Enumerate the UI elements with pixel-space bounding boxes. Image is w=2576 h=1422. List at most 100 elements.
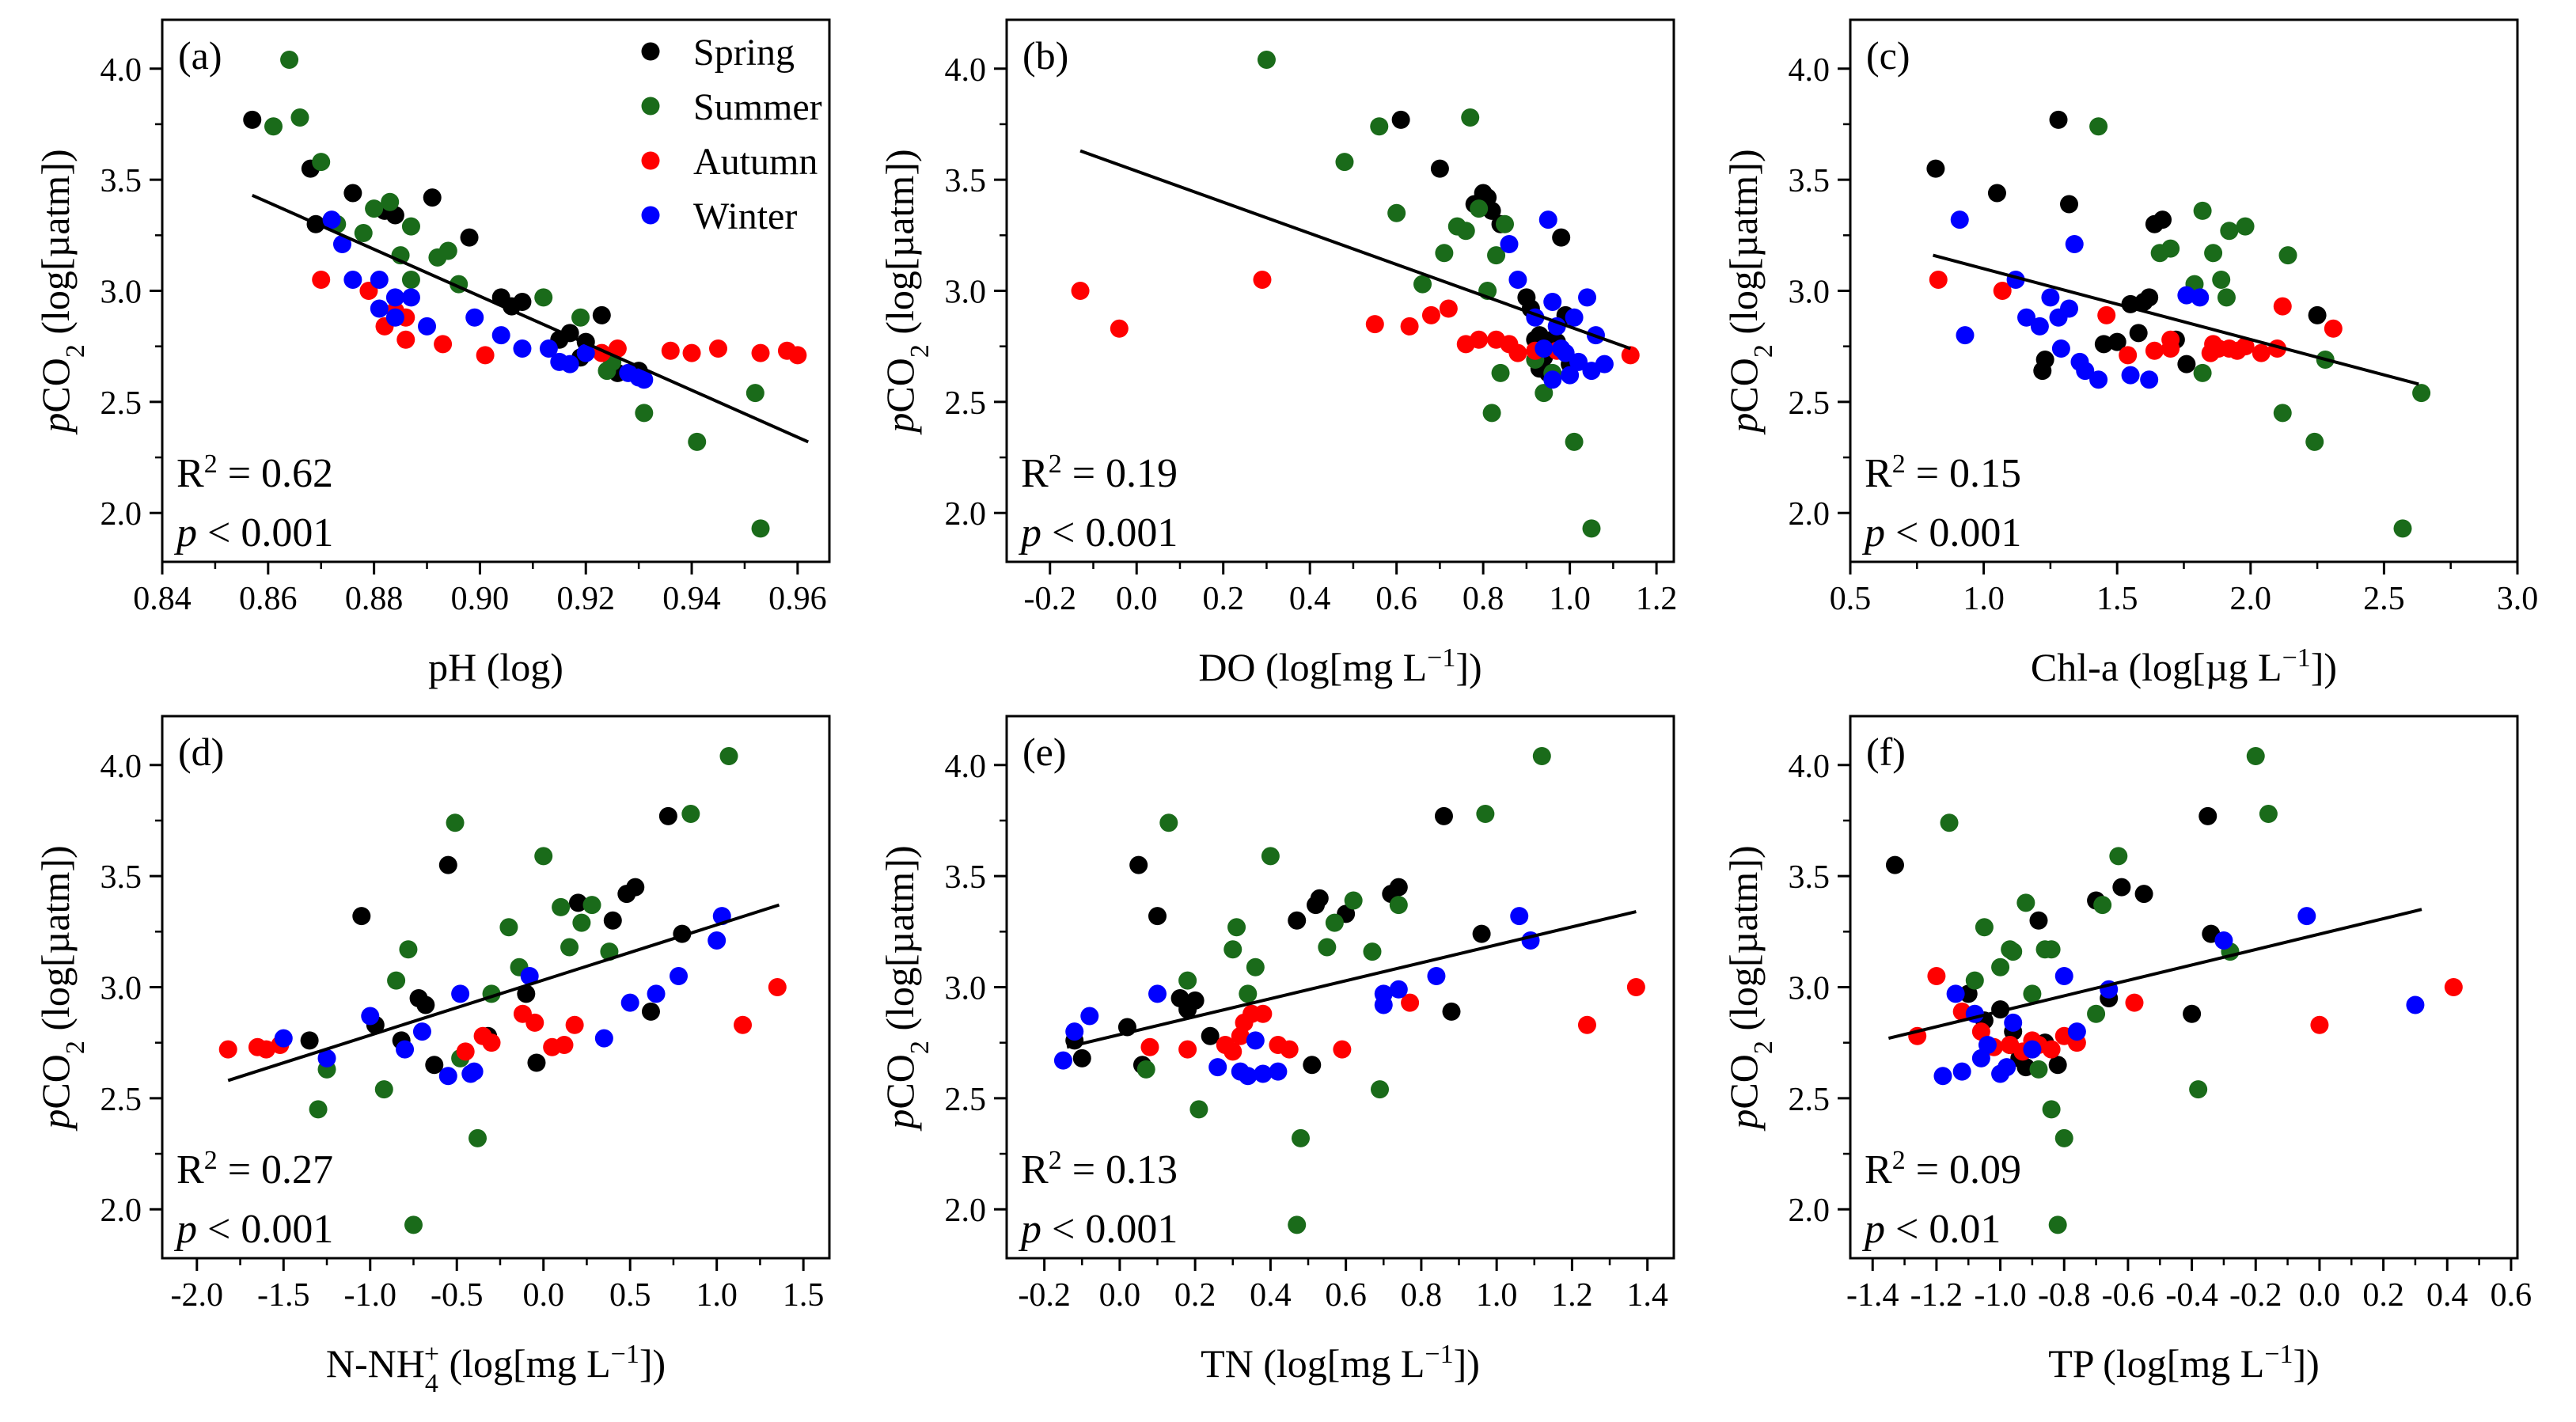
data-point-summer <box>1288 1215 1307 1234</box>
data-point-summer <box>2236 217 2255 236</box>
data-point-winter <box>2004 1013 2023 1032</box>
x-tick-label: 0.94 <box>662 581 721 617</box>
data-point-winter <box>1535 339 1554 358</box>
x-tick-label: 0.8 <box>1463 581 1504 617</box>
x-tick-label: 0.2 <box>1174 1277 1216 1314</box>
data-point-spring <box>2029 911 2048 930</box>
data-point-winter <box>412 1022 431 1041</box>
y-tick-label: 2.0 <box>101 496 142 533</box>
data-point-winter <box>2121 366 2140 385</box>
data-point-winter <box>361 1007 380 1026</box>
data-point-winter <box>1569 352 1588 371</box>
panel-label: (a) <box>178 33 222 78</box>
panel-a: 0.84 0.86 0.88 0.90 0.92 0.94 0.96 2.0 2.5 3.0 3.5… <box>33 18 831 689</box>
y-tick-label: 2.0 <box>1789 1193 1831 1229</box>
data-point-spring <box>343 184 362 203</box>
data-point-spring <box>2112 878 2131 897</box>
series-winter <box>274 907 731 1086</box>
r-squared-label: R2 = 0.09 <box>1865 1146 2021 1193</box>
x-tick-label: 0.2 <box>1202 581 1244 617</box>
data-point-spring <box>1389 878 1408 897</box>
legend-marker-spring <box>641 42 660 61</box>
x-tick-label: -0.8 <box>2038 1277 2091 1314</box>
data-point-winter <box>1578 288 1597 307</box>
regression-line <box>1887 908 2422 1041</box>
data-point-autumn <box>396 330 415 349</box>
x-tick-label: 1.0 <box>1476 1277 1518 1314</box>
data-point-spring <box>2060 195 2079 214</box>
data-point-autumn <box>476 346 495 365</box>
data-point-winter <box>1065 1022 1084 1041</box>
data-point-winter <box>1538 210 1557 229</box>
data-point-summer <box>1476 805 1495 824</box>
x-tick-label: -1.0 <box>344 1277 397 1314</box>
x-tick-label: 1.0 <box>1549 581 1591 617</box>
data-point-winter <box>1561 366 1580 385</box>
data-point-spring <box>460 228 479 247</box>
data-point-autumn <box>2204 335 2223 354</box>
data-point-autumn <box>2236 337 2255 356</box>
data-point-summer <box>1491 363 1510 382</box>
data-point-summer <box>401 217 420 236</box>
r-squared-label: R2 = 0.27 <box>176 1146 333 1193</box>
x-tick-label: 2.5 <box>2363 581 2405 617</box>
data-point-summer <box>2273 404 2292 423</box>
data-point-winter <box>1246 1031 1265 1050</box>
data-point-summer <box>381 192 400 211</box>
y-tick-label: 4.0 <box>945 52 987 89</box>
x-tick-label: 3.0 <box>2497 581 2539 617</box>
y-tick-label: 3.0 <box>945 275 987 311</box>
x-tick-label: -0.2 <box>1018 1277 1071 1314</box>
data-point-autumn <box>682 343 701 362</box>
series-summer <box>1257 51 1601 538</box>
data-point-summer <box>2023 984 2042 1003</box>
data-point-summer <box>1371 1080 1390 1099</box>
data-point-summer <box>2054 1128 2073 1147</box>
x-axis-title: Chl-a (log[µg L−1]) <box>2031 643 2337 690</box>
legend-label-summer: Summer <box>693 86 822 128</box>
data-point-autumn <box>1110 319 1129 338</box>
data-point-summer <box>560 938 579 957</box>
data-point-summer <box>635 404 654 423</box>
data-point-winter <box>2041 288 2060 307</box>
data-point-spring <box>2183 1004 2202 1023</box>
data-point-winter <box>708 931 727 950</box>
regression-line <box>1933 253 2419 386</box>
x-tick-label: -1.4 <box>1846 1277 1899 1314</box>
x-tick-label: 0.90 <box>451 581 510 617</box>
data-point-spring <box>592 305 611 324</box>
data-point-winter <box>2017 308 2036 327</box>
data-point-winter <box>370 299 389 318</box>
data-point-summer <box>2161 239 2180 258</box>
data-point-summer <box>2220 222 2239 241</box>
y-tick-label: 2.5 <box>945 385 987 422</box>
data-point-winter <box>520 966 539 985</box>
data-point-summer <box>1325 913 1344 932</box>
data-point-winter <box>1374 995 1393 1014</box>
regression-line <box>251 193 810 444</box>
y-tick-label: 3.5 <box>101 859 142 896</box>
data-point-spring <box>603 911 622 930</box>
x-tick-label: 1.4 <box>1626 1277 1668 1314</box>
data-point-spring <box>352 907 371 926</box>
data-point-autumn <box>1401 993 1420 1012</box>
x-tick-label: -2.0 <box>171 1277 224 1314</box>
data-point-spring <box>569 893 588 912</box>
data-point-summer <box>1246 957 1265 976</box>
data-point-summer <box>2193 201 2212 220</box>
data-point-winter <box>1595 355 1614 374</box>
y-tick-label: 2.0 <box>101 1193 142 1229</box>
data-point-summer <box>2412 384 2431 403</box>
data-point-summer <box>1496 214 1515 233</box>
series-winter <box>322 210 654 389</box>
data-point-summer <box>1344 891 1363 910</box>
data-point-winter <box>418 317 437 336</box>
x-tick-label: 1.5 <box>2096 581 2138 617</box>
data-point-summer <box>1318 938 1337 957</box>
legend-marker-summer <box>641 97 660 116</box>
data-point-summer <box>1975 918 1994 937</box>
data-point-summer <box>534 847 553 866</box>
data-point-winter <box>2140 370 2159 389</box>
series-spring <box>1065 806 1491 1075</box>
data-point-autumn <box>1400 317 1419 336</box>
